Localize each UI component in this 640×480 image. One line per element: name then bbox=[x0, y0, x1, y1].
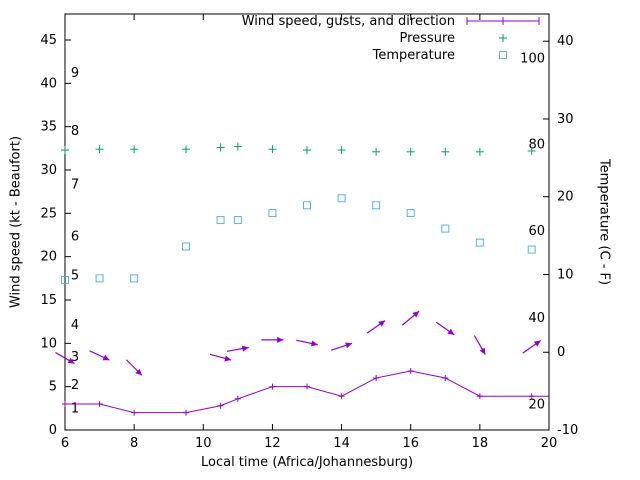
wind-speed-line bbox=[65, 370, 549, 414]
wind-tick-label: 40 bbox=[40, 76, 57, 91]
wind-direction-arrow bbox=[310, 340, 318, 347]
x-tick-label: 6 bbox=[61, 436, 69, 451]
wind-direction-arrow bbox=[378, 320, 386, 327]
square-marker bbox=[130, 274, 139, 283]
beaufort-label: 3 bbox=[71, 350, 79, 365]
y-axis-title-right: Temperature (C - F) bbox=[596, 158, 612, 286]
legend-label-pressure: Pressure bbox=[399, 31, 455, 46]
temp-tick-label: 0 bbox=[557, 345, 565, 360]
x-axis-title: Local time (Africa/Johannesburg) bbox=[200, 455, 414, 470]
fahrenheit-label: 60 bbox=[528, 224, 545, 239]
wind-direction-arrow bbox=[67, 357, 75, 364]
plot-border bbox=[64, 13, 550, 431]
wind-direction-arrow bbox=[102, 354, 110, 361]
x-tick-label: 10 bbox=[195, 436, 212, 451]
wind-direction-arrow bbox=[345, 342, 353, 349]
wind-tick-label: 0 bbox=[49, 423, 57, 438]
x-tick-label: 8 bbox=[130, 436, 138, 451]
beaufort-label: 2 bbox=[71, 378, 79, 393]
x-tick-label: 18 bbox=[472, 436, 489, 451]
beaufort-label: 9 bbox=[71, 66, 79, 81]
square-marker bbox=[337, 194, 346, 203]
square-marker bbox=[475, 238, 484, 247]
wind-direction-arrow bbox=[447, 328, 455, 335]
square-marker bbox=[182, 242, 190, 251]
wind-tick-label: 35 bbox=[40, 120, 57, 135]
temp-tick-label: 20 bbox=[557, 190, 574, 205]
x-tick-label: 12 bbox=[264, 436, 281, 451]
beaufort-label: 4 bbox=[71, 318, 79, 333]
square-marker bbox=[303, 201, 311, 210]
square-marker bbox=[406, 209, 415, 218]
wind-tick-label: 20 bbox=[40, 250, 57, 265]
wind-tick-label: 25 bbox=[40, 206, 57, 221]
wind-direction-arrow bbox=[224, 355, 232, 362]
temp-tick-label: 10 bbox=[557, 267, 574, 282]
wind-direction-arrow bbox=[241, 345, 249, 352]
y-axis-title-left: Wind speed (kt - Beaufort) bbox=[8, 135, 24, 309]
x-tick-label: 20 bbox=[541, 436, 558, 451]
wind-direction-arrow bbox=[135, 368, 142, 376]
square-marker bbox=[95, 274, 104, 283]
x-tick-label: 14 bbox=[333, 436, 350, 451]
beaufort-label: 7 bbox=[71, 178, 79, 193]
beaufort-label: 1 bbox=[71, 401, 79, 416]
beaufort-label: 8 bbox=[71, 124, 79, 139]
fahrenheit-label: 20 bbox=[528, 397, 545, 412]
temp-tick-label: -10 bbox=[557, 423, 578, 438]
square-marker bbox=[61, 275, 69, 284]
square-marker bbox=[499, 51, 507, 59]
wind-tick-label: 45 bbox=[40, 33, 57, 48]
wind-direction-arrow bbox=[479, 347, 486, 355]
wind-tick-label: 5 bbox=[49, 380, 57, 395]
square-marker bbox=[527, 245, 536, 254]
wind-tick-label: 10 bbox=[40, 336, 57, 351]
square-marker bbox=[268, 209, 277, 218]
legend-label-wind: Wind speed, gusts, and direction bbox=[241, 14, 455, 29]
square-marker bbox=[441, 224, 450, 233]
wind-tick-label: 30 bbox=[40, 163, 57, 178]
beaufort-label: 5 bbox=[71, 269, 79, 284]
wind-direction-arrow bbox=[533, 340, 541, 347]
wind-tick-label: 15 bbox=[40, 293, 57, 308]
wind-direction-arrow bbox=[412, 311, 420, 318]
square-marker bbox=[233, 216, 242, 225]
temp-tick-label: 30 bbox=[557, 112, 574, 127]
square-marker bbox=[216, 216, 225, 225]
fahrenheit-label: 40 bbox=[528, 311, 545, 326]
temp-tick-label: 40 bbox=[557, 34, 574, 49]
fahrenheit-label: 100 bbox=[520, 51, 545, 66]
beaufort-label: 6 bbox=[71, 230, 79, 245]
x-tick-label: 16 bbox=[402, 436, 419, 451]
square-marker bbox=[372, 201, 381, 210]
fahrenheit-label: 80 bbox=[528, 138, 545, 153]
legend-label-temperature: Temperature bbox=[372, 48, 455, 63]
wind-direction-arrow bbox=[277, 336, 284, 343]
